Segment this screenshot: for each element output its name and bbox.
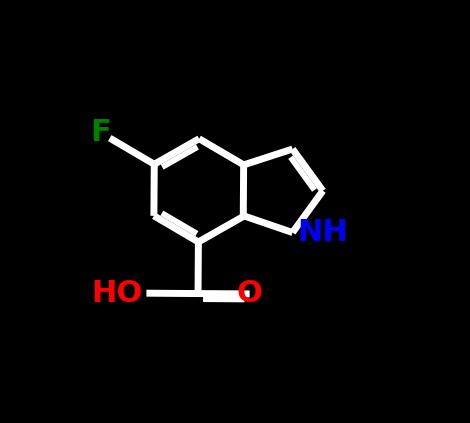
Text: O: O (237, 280, 263, 308)
Text: NH: NH (298, 218, 348, 247)
Text: F: F (90, 118, 111, 147)
Text: HO: HO (91, 279, 142, 308)
